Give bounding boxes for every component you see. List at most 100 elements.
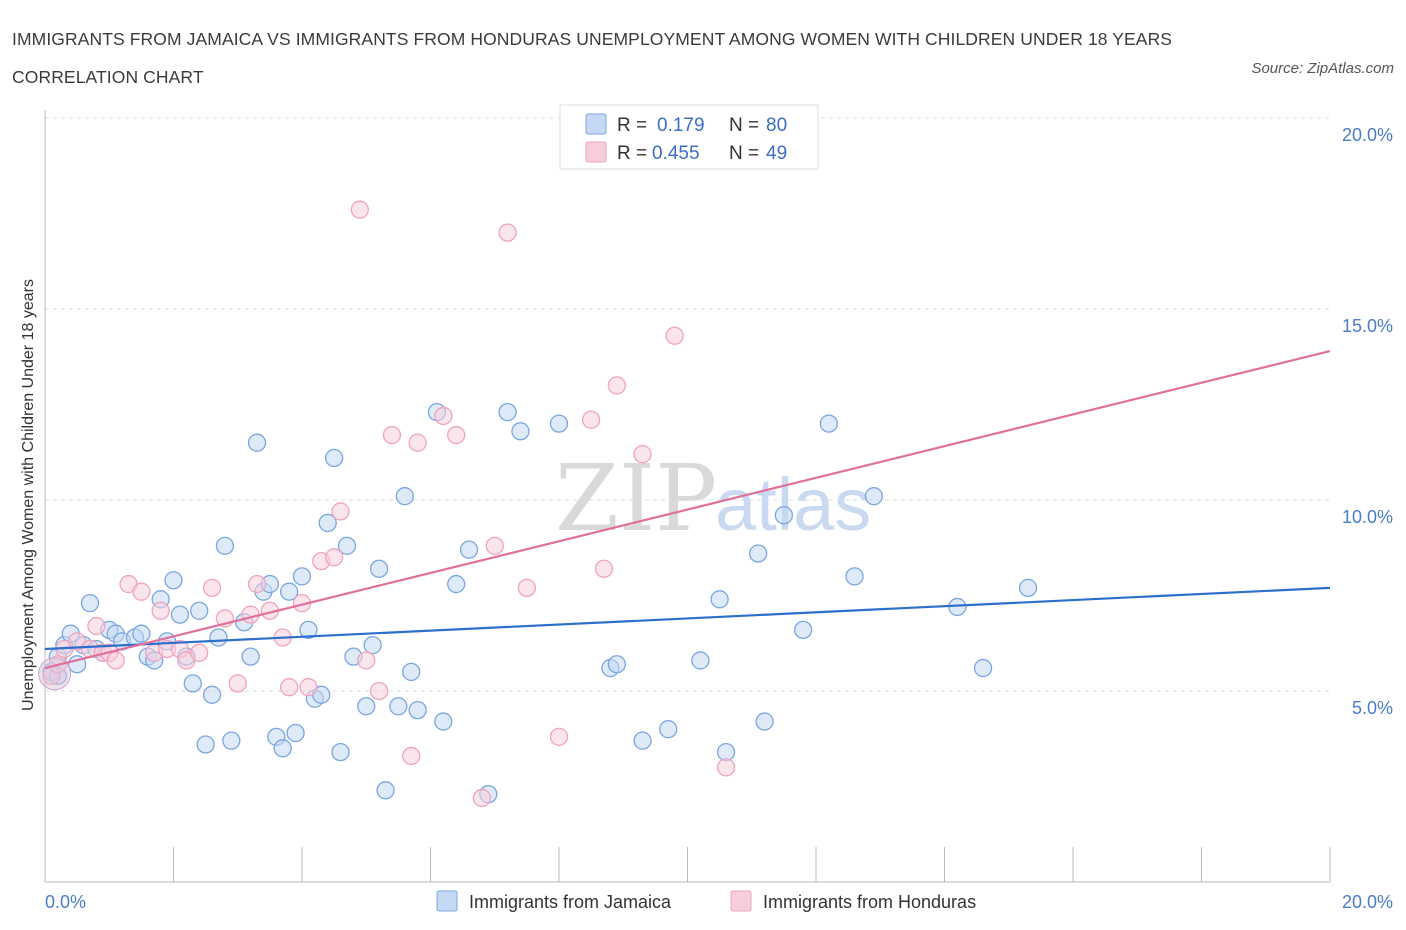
point-jamaica-27 bbox=[222, 731, 241, 750]
tick-labels: 5.0% 10.0% 15.0% 20.0% 0.0% 20.0% bbox=[45, 125, 1393, 912]
point-jamaica-50 bbox=[389, 697, 408, 716]
point-jamaica-22 bbox=[190, 601, 209, 620]
point-jamaica-74 bbox=[845, 567, 864, 586]
point-jamaica-24 bbox=[202, 685, 222, 704]
point-honduras-10 bbox=[132, 582, 151, 601]
point-jamaica-65 bbox=[659, 720, 678, 739]
legend-bottom: Immigrants from Jamaica Immigrants from … bbox=[436, 890, 976, 912]
point-jamaica-43 bbox=[331, 742, 350, 762]
x-tick-label-1: 20.0% bbox=[1342, 892, 1393, 912]
axes bbox=[44, 110, 1331, 883]
point-jamaica-56 bbox=[447, 574, 466, 594]
point-jamaica-42 bbox=[324, 448, 344, 468]
point-honduras-20 bbox=[241, 605, 260, 624]
point-honduras-45 bbox=[607, 376, 626, 395]
y-tick-label-3: 20.0% bbox=[1342, 125, 1393, 145]
legend-n-label-jamaica: N = bbox=[729, 115, 759, 136]
point-honduras-43 bbox=[581, 410, 601, 429]
point-honduras-16 bbox=[190, 643, 209, 662]
grid-lines bbox=[45, 117, 1330, 692]
point-jamaica-60 bbox=[511, 422, 530, 441]
point-jamaica-63 bbox=[607, 655, 626, 674]
trend-line-jamaica bbox=[44, 586, 1331, 651]
legend-swatch-honduras bbox=[585, 141, 607, 163]
point-jamaica-35 bbox=[279, 582, 299, 601]
point-jamaica-48 bbox=[369, 559, 389, 578]
trend-line-honduras bbox=[44, 349, 1331, 670]
point-jamaica-59 bbox=[498, 402, 517, 422]
point-honduras-24 bbox=[279, 678, 299, 697]
legend-r-value-jamaica: 0.179 bbox=[657, 115, 705, 136]
point-honduras-12 bbox=[151, 601, 170, 620]
y-tick-label-0: 5.0% bbox=[1352, 698, 1393, 718]
legend-n-value-honduras: 49 bbox=[766, 143, 787, 164]
legend-r-value-honduras: 0.455 bbox=[652, 143, 700, 164]
bottom-legend-label-jamaica: Immigrants from Jamaica bbox=[469, 892, 672, 912]
point-jamaica-52 bbox=[402, 662, 421, 682]
point-jamaica-38 bbox=[299, 620, 318, 640]
bottom-legend-label-honduras: Immigrants from Honduras bbox=[763, 892, 976, 912]
point-jamaica-37 bbox=[292, 567, 312, 586]
point-jamaica-41 bbox=[318, 513, 337, 533]
point-honduras-40 bbox=[498, 223, 517, 242]
point-jamaica-29 bbox=[241, 647, 260, 666]
point-jamaica-47 bbox=[363, 636, 382, 655]
point-honduras-38 bbox=[472, 788, 492, 808]
point-jamaica-19 bbox=[170, 605, 190, 624]
point-honduras-37 bbox=[447, 425, 466, 445]
watermark-zip: ZIP bbox=[555, 445, 717, 552]
point-jamaica-68 bbox=[716, 742, 736, 762]
point-honduras-35 bbox=[408, 433, 427, 452]
bottom-legend-swatch-honduras bbox=[730, 890, 752, 912]
legend-n-value-jamaica: 80 bbox=[766, 115, 787, 136]
point-honduras-46 bbox=[633, 445, 652, 464]
point-honduras-28 bbox=[324, 548, 344, 567]
point-honduras-33 bbox=[382, 425, 402, 445]
point-jamaica-13 bbox=[132, 624, 151, 643]
point-jamaica-53 bbox=[408, 700, 427, 720]
y-tick-label-2: 15.0% bbox=[1342, 316, 1393, 336]
bottom-legend-swatch-jamaica bbox=[436, 890, 458, 912]
watermark: ZIP atlas bbox=[555, 445, 871, 552]
point-jamaica-23 bbox=[196, 735, 215, 754]
point-jamaica-6 bbox=[80, 593, 100, 613]
point-jamaica-44 bbox=[337, 536, 357, 555]
point-honduras-17 bbox=[202, 578, 222, 598]
point-honduras-29 bbox=[331, 502, 350, 521]
point-jamaica-30 bbox=[247, 433, 267, 452]
point-jamaica-21 bbox=[183, 674, 202, 693]
point-jamaica-57 bbox=[459, 540, 479, 559]
point-jamaica-71 bbox=[774, 506, 794, 525]
point-honduras-19 bbox=[228, 674, 247, 693]
point-jamaica-51 bbox=[395, 487, 414, 506]
point-jamaica-66 bbox=[691, 651, 710, 670]
trend-lines bbox=[44, 349, 1331, 670]
y-axis-label: Unemployment Among Women with Children U… bbox=[20, 279, 37, 711]
point-honduras-41 bbox=[517, 578, 537, 598]
point-honduras-36 bbox=[434, 406, 453, 426]
x-tick-label-0: 0.0% bbox=[45, 892, 86, 912]
point-jamaica-78 bbox=[1018, 578, 1038, 598]
legend-r-label-honduras: R = bbox=[617, 143, 647, 164]
point-jamaica-46 bbox=[357, 697, 376, 716]
point-jamaica-73 bbox=[819, 414, 838, 433]
point-honduras-21 bbox=[247, 574, 267, 594]
source-label: Source: ZipAtlas.com bbox=[1251, 60, 1394, 77]
point-honduras-5 bbox=[87, 616, 106, 636]
point-jamaica-75 bbox=[864, 487, 883, 506]
point-jamaica-49 bbox=[376, 781, 395, 800]
point-jamaica-64 bbox=[633, 731, 652, 750]
point-jamaica-55 bbox=[434, 712, 453, 731]
point-cluster-origin bbox=[38, 657, 72, 691]
legend-top: R = 0.179 N = 80 R = 0.455 N = 49 bbox=[559, 104, 819, 170]
point-jamaica-61 bbox=[549, 414, 569, 433]
point-jamaica-67 bbox=[710, 590, 729, 609]
point-jamaica-36 bbox=[286, 723, 305, 743]
point-honduras-42 bbox=[549, 727, 569, 746]
point-jamaica-77 bbox=[973, 658, 993, 678]
watermark-atlas: atlas bbox=[715, 463, 871, 546]
point-jamaica-34 bbox=[273, 739, 292, 758]
point-jamaica-70 bbox=[755, 712, 774, 731]
point-honduras-47 bbox=[665, 326, 684, 345]
